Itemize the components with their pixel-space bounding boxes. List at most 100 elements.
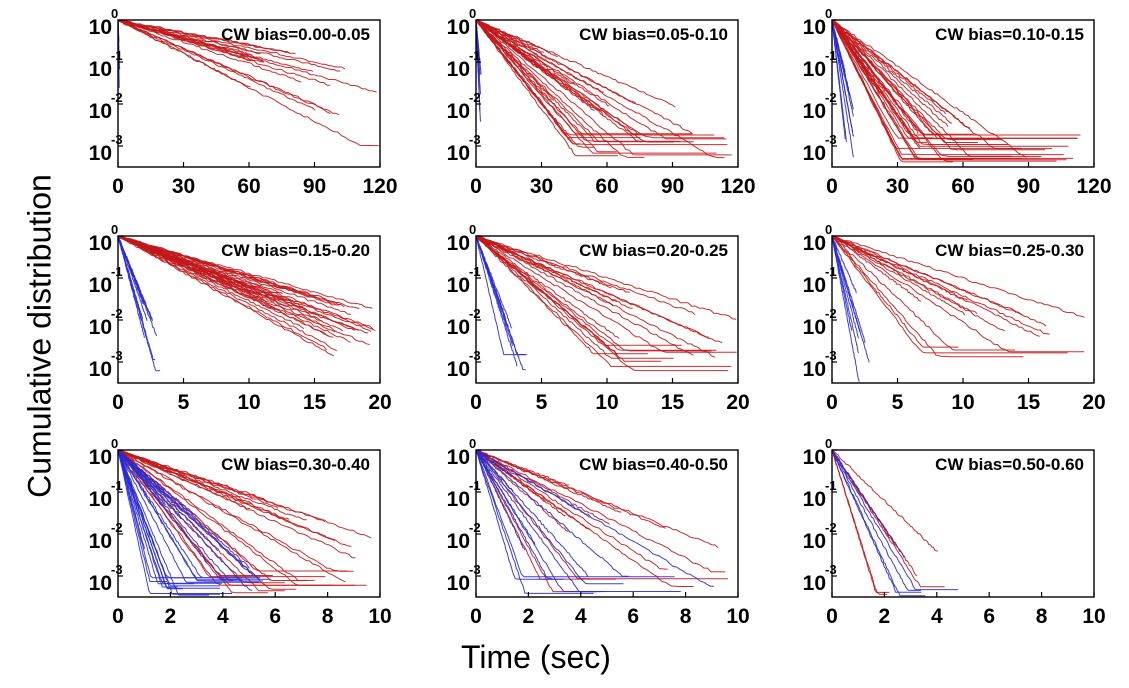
ccw-series-line: [832, 20, 949, 127]
x-tick-label: 2: [165, 605, 177, 628]
x-tick-label: 8: [1036, 605, 1048, 628]
x-tick-label: 15: [661, 391, 685, 414]
x-tick-label: 20: [368, 391, 391, 414]
ccw-series-line: [476, 236, 694, 356]
ccw-series-line: [832, 236, 1050, 335]
ccw-series-line: [118, 450, 354, 572]
ccw-series-line: [476, 20, 732, 156]
x-tick-label: 0: [470, 175, 482, 198]
y-tick-label: 10: [447, 572, 470, 595]
x-tick-label: 10: [595, 391, 618, 414]
ccw-series-line: [832, 236, 959, 348]
y-tick-exponent: -1: [825, 264, 837, 279]
x-tick-label: 0: [112, 175, 124, 198]
x-tick-label: 30: [886, 175, 909, 198]
series-group: [832, 450, 959, 597]
y-tick-label: 10: [803, 446, 826, 469]
cw-series-line: [118, 450, 178, 588]
ccw-series-line: [832, 236, 921, 302]
ccw-series-line: [118, 20, 251, 88]
y-tick-exponent: -2: [469, 520, 481, 535]
y-tick-exponent: -1: [111, 478, 123, 493]
y-tick-label: 10: [803, 142, 826, 165]
ccw-series-line: [832, 450, 945, 588]
cw-series-line: [832, 236, 860, 382]
ccw-series-line: [118, 236, 355, 331]
ccw-series-line: [476, 236, 648, 355]
ccw-series-line: [476, 236, 717, 351]
y-tick-exponent: -1: [469, 264, 481, 279]
cw-series-line: [476, 450, 675, 578]
x-tick-label: 6: [627, 605, 639, 628]
ccw-series-line: [832, 20, 1002, 140]
y-tick-exponent: -3: [825, 562, 837, 577]
ccw-series-line: [476, 20, 604, 93]
y-tick-exponent: -2: [825, 306, 837, 321]
x-tick-label: 0: [826, 605, 838, 628]
ccw-series-line: [832, 450, 939, 552]
ccw-series-line: [832, 236, 968, 301]
ccw-series-line: [476, 236, 709, 338]
ccw-series-line: [476, 236, 662, 362]
ccw-series-line: [118, 236, 351, 343]
y-tick-exponent: 0: [111, 436, 118, 451]
cw-series-line: [832, 20, 854, 133]
panel-title: CW bias=0.25-0.30: [935, 241, 1084, 260]
x-tick-label: 2: [879, 605, 891, 628]
y-tick-label: 10: [803, 358, 826, 381]
cw-series-line: [832, 20, 846, 140]
ccw-series-line: [476, 450, 726, 573]
y-tick-label: 10: [447, 232, 470, 255]
x-tick-label: 5: [536, 391, 548, 414]
cw-series-line: [832, 236, 866, 344]
ccw-series-line: [118, 236, 305, 330]
x-tick-label: 2: [523, 605, 535, 628]
cw-series-line: [476, 450, 714, 587]
cw-series-line: [832, 450, 922, 593]
ccw-series-line: [476, 236, 737, 353]
ccw-series-line: [476, 20, 674, 143]
y-tick-label: 10: [447, 142, 470, 165]
cw-series-line: [118, 450, 233, 594]
y-tick-exponent: -2: [825, 90, 837, 105]
cw-series-line: [832, 450, 922, 591]
cw-series-line: [118, 450, 182, 519]
x-tick-label: 90: [1017, 175, 1040, 198]
y-tick-label: 10: [803, 16, 826, 39]
ccw-series-line: [118, 236, 327, 351]
ccw-series-line: [118, 236, 344, 332]
plot-frame: [475, 449, 739, 598]
ccw-series-line: [476, 20, 637, 104]
cw-series-line: [476, 450, 536, 545]
x-tick-label: 10: [726, 605, 749, 628]
x-tick-label: 0: [112, 391, 124, 414]
y-tick-label: 10: [89, 488, 112, 511]
ccw-series-line: [118, 20, 258, 60]
y-tick-label: 10: [803, 100, 826, 123]
plot-frame: [117, 449, 381, 598]
cw-series-line: [832, 236, 859, 354]
ccw-series-line: [832, 20, 1064, 156]
y-tick-label: 10: [447, 16, 470, 39]
y-tick-exponent: 0: [825, 222, 832, 237]
ccw-series-line: [832, 20, 973, 160]
ccw-series-line: [832, 20, 974, 135]
series-group: [832, 20, 1081, 163]
ccw-series-line: [476, 20, 725, 139]
ccw-series-line: [832, 20, 1042, 158]
cw-series-line: [118, 450, 264, 582]
y-tick-exponent: -1: [111, 48, 123, 63]
x-tick-label: 90: [303, 175, 326, 198]
ccw-series-line: [476, 236, 737, 320]
y-tick-label: 10: [803, 274, 826, 297]
ccw-series-line: [476, 20, 618, 157]
ccw-series-line: [832, 236, 1068, 354]
y-tick-label: 10: [803, 572, 826, 595]
x-tick-label: 10: [368, 605, 391, 628]
cw-series-line: [476, 450, 681, 592]
ccw-series-line: [832, 20, 1027, 158]
ccw-series-line: [832, 20, 1009, 145]
